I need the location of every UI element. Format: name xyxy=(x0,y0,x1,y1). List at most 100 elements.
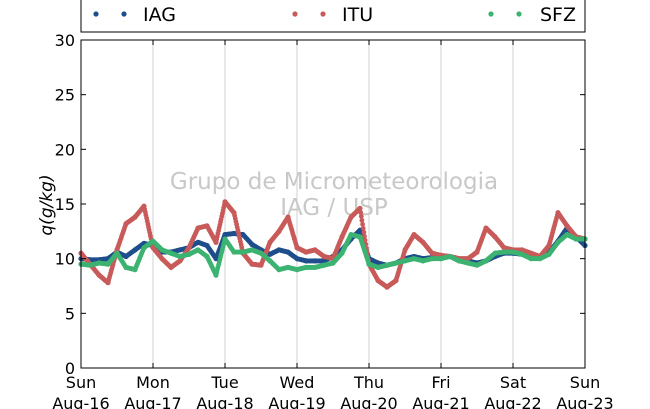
legend-marker-0b xyxy=(121,11,127,17)
series-ITU-point-53 xyxy=(555,210,561,216)
series-ITU-dot xyxy=(362,233,367,239)
series-SFZ-point-12 xyxy=(186,251,192,257)
legend-label-0: IAG xyxy=(143,4,176,26)
series-ITU-point-10 xyxy=(168,264,174,270)
series-ITU-point-5 xyxy=(123,221,129,227)
series-IAG-point-24 xyxy=(294,256,300,262)
series-SFZ-point-54 xyxy=(564,232,570,238)
series-ITU-point-44 xyxy=(474,249,480,255)
x-tick-label-7: Aug-23 xyxy=(556,394,613,409)
x-tick-label-4: Aug-20 xyxy=(340,394,397,409)
series-SFZ-point-43 xyxy=(465,260,471,266)
series-IAG-point-14 xyxy=(204,242,210,249)
series-ITU-point-24 xyxy=(294,245,300,251)
y-tick-label-2: 10 xyxy=(55,250,75,269)
series-SFZ xyxy=(78,232,588,278)
series-SFZ-point-17 xyxy=(231,249,237,255)
series-SFZ-point-4 xyxy=(114,250,120,256)
series-SFZ-point-7 xyxy=(141,245,147,251)
x-tick-day-4: Thu xyxy=(353,373,384,392)
series-IAG-point-11 xyxy=(177,247,183,253)
series-SFZ-point-42 xyxy=(456,258,462,264)
y-tick-label-4: 20 xyxy=(55,140,75,159)
series-IAG-point-15 xyxy=(213,256,219,262)
y-axis: 0 5 10 15 20 25 30 xyxy=(55,31,585,378)
series-SFZ-point-50 xyxy=(528,256,534,262)
series-ITU-point-2 xyxy=(96,272,102,278)
series-ITU-point-8 xyxy=(150,245,156,251)
series-ITU-point-38 xyxy=(420,239,426,245)
series-ITU-point-43 xyxy=(465,256,471,262)
series-SFZ-point-16 xyxy=(222,236,228,242)
series-SFZ-point-30 xyxy=(348,232,354,238)
series-ITU-point-9 xyxy=(159,256,165,262)
series-ITU-point-33 xyxy=(375,277,381,284)
series-IAG-point-17 xyxy=(231,230,237,237)
series-ITU-point-11 xyxy=(177,258,183,264)
series-ITU-dot xyxy=(360,221,365,227)
series-IAG-point-22 xyxy=(276,247,282,253)
series-SFZ-point-11 xyxy=(177,253,183,260)
series-SFZ-point-18 xyxy=(240,249,246,255)
series-ITU-dot xyxy=(360,225,366,231)
series-ITU-point-54 xyxy=(564,223,570,229)
series-ITU-point-12 xyxy=(186,245,192,251)
y-tick-label-1: 5 xyxy=(65,304,75,323)
series-SFZ-point-15 xyxy=(213,272,219,278)
series-ITU-point-22 xyxy=(276,228,282,234)
series-ITU-point-26 xyxy=(312,247,318,253)
series-IAG-point-33 xyxy=(375,260,381,266)
x-tick-day-5: Fri xyxy=(431,373,450,392)
series-SFZ-point-48 xyxy=(510,249,516,255)
legend-marker-1a xyxy=(292,11,298,17)
series-SFZ-point-40 xyxy=(438,256,444,262)
series-ITU-point-14 xyxy=(204,223,210,229)
series-ITU-point-15 xyxy=(213,239,219,245)
series-SFZ-point-20 xyxy=(258,250,264,256)
watermark: Grupo de Micrometeorologia IAG / USP xyxy=(170,169,498,221)
series-ITU-point-29 xyxy=(339,234,345,240)
x-tick-day-0: Sun xyxy=(66,373,96,392)
series-ITU-point-20 xyxy=(258,262,264,268)
series-ITU-point-37 xyxy=(411,232,417,238)
series-ITU-point-21 xyxy=(267,239,273,245)
series-SFZ-point-10 xyxy=(168,250,174,256)
x-tick-label-2: Aug-18 xyxy=(196,394,253,409)
series-SFZ-point-27 xyxy=(321,262,327,268)
legend-marker-1b xyxy=(320,11,326,17)
series-ITU-point-13 xyxy=(195,225,201,231)
series-ITU-dot xyxy=(358,210,363,215)
series-SFZ-point-35 xyxy=(393,260,399,266)
series-SFZ-point-31 xyxy=(357,234,363,240)
series-ITU-point-3 xyxy=(105,280,111,286)
x-tick-day-3: Wed xyxy=(280,373,315,392)
series-ITU-point-30 xyxy=(348,214,354,220)
series-IAG-point-16 xyxy=(222,232,228,238)
series-ITU-point-34 xyxy=(384,284,390,290)
series-SFZ-point-9 xyxy=(159,247,165,253)
series-SFZ-point-21 xyxy=(267,258,273,264)
series-SFZ-point-8 xyxy=(150,238,156,244)
series-SFZ-point-1 xyxy=(87,262,93,268)
series-ITU-point-6 xyxy=(132,214,138,220)
series-ITU-point-36 xyxy=(402,247,408,253)
x-tick-label-1: Aug-17 xyxy=(124,394,181,409)
x-tick-day-1: Mon xyxy=(136,373,170,392)
y-axis-label: q(g/kg) xyxy=(37,174,57,235)
data-points xyxy=(78,199,588,290)
series-SFZ-point-28 xyxy=(330,260,336,266)
y-tick-label-3: 15 xyxy=(55,195,75,214)
series-ITU-dot xyxy=(359,217,365,223)
watermark-line-1: Grupo de Micrometeorologia xyxy=(170,169,498,195)
series-ITU-point-52 xyxy=(546,242,552,249)
series-SFZ-point-33 xyxy=(375,264,381,270)
series-SFZ-point-6 xyxy=(132,267,138,273)
series-SFZ-point-39 xyxy=(429,256,435,262)
series-ITU-point-50 xyxy=(528,250,534,256)
series-IAG-point-6 xyxy=(132,247,138,253)
series-SFZ-point-25 xyxy=(303,264,309,270)
series-ITU-point-39 xyxy=(429,250,435,256)
x-tick-label-6: Aug-22 xyxy=(484,394,541,409)
series-IAG-point-26 xyxy=(312,258,318,264)
